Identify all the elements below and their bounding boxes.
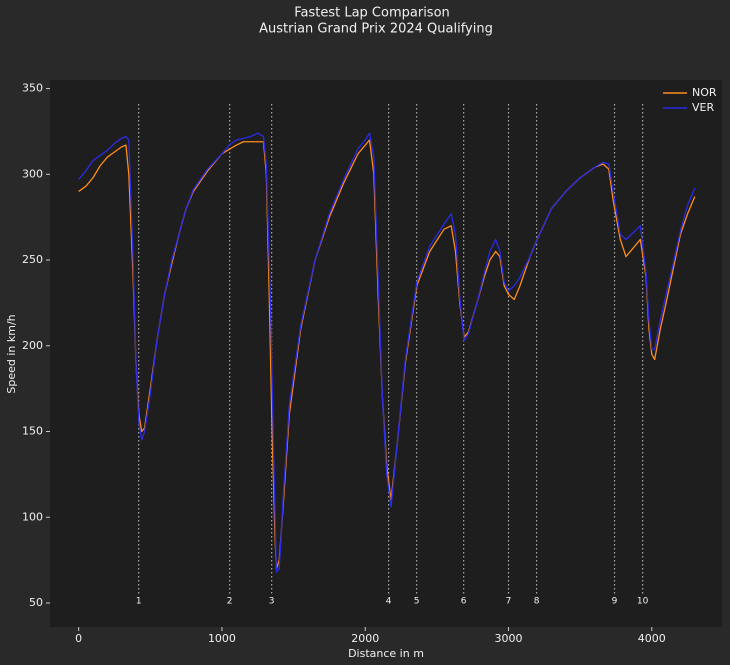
corner-label: 7 (506, 597, 512, 607)
x-tick-label: 0 (75, 632, 82, 645)
y-tick-label: 100 (22, 510, 43, 523)
legend-label: NOR (692, 86, 717, 99)
y-tick-label: 200 (22, 339, 43, 352)
x-tick-label: 4000 (638, 632, 666, 645)
x-tick-label: 1000 (208, 632, 236, 645)
y-tick-label: 50 (29, 596, 43, 609)
chart-subtitle: Austrian Grand Prix 2024 Qualifying (259, 22, 493, 37)
corner-label: 6 (461, 597, 467, 607)
corner-label: 10 (637, 597, 649, 607)
y-tick-label: 150 (22, 425, 43, 438)
x-axis-label: Distance in m (348, 647, 424, 660)
corner-label: 4 (386, 597, 392, 607)
y-tick-label: 350 (22, 82, 43, 95)
corner-label: 1 (136, 597, 142, 607)
y-axis-label: Speed in km/h (5, 314, 18, 393)
corner-label: 5 (414, 597, 420, 607)
corner-label: 3 (269, 597, 275, 607)
corner-label: 2 (227, 597, 233, 607)
y-tick-label: 250 (22, 253, 43, 266)
speed-line (78, 132, 696, 573)
x-tick-label: 2000 (351, 632, 379, 645)
x-tick-label: 3000 (495, 632, 523, 645)
y-tick-label: 300 (22, 167, 43, 180)
plot-area (50, 80, 722, 627)
chart-title: Fastest Lap Comparison (294, 6, 450, 21)
legend-label: VER (692, 101, 714, 114)
corner-label: 9 (612, 597, 618, 607)
corner-label: 8 (534, 597, 540, 607)
